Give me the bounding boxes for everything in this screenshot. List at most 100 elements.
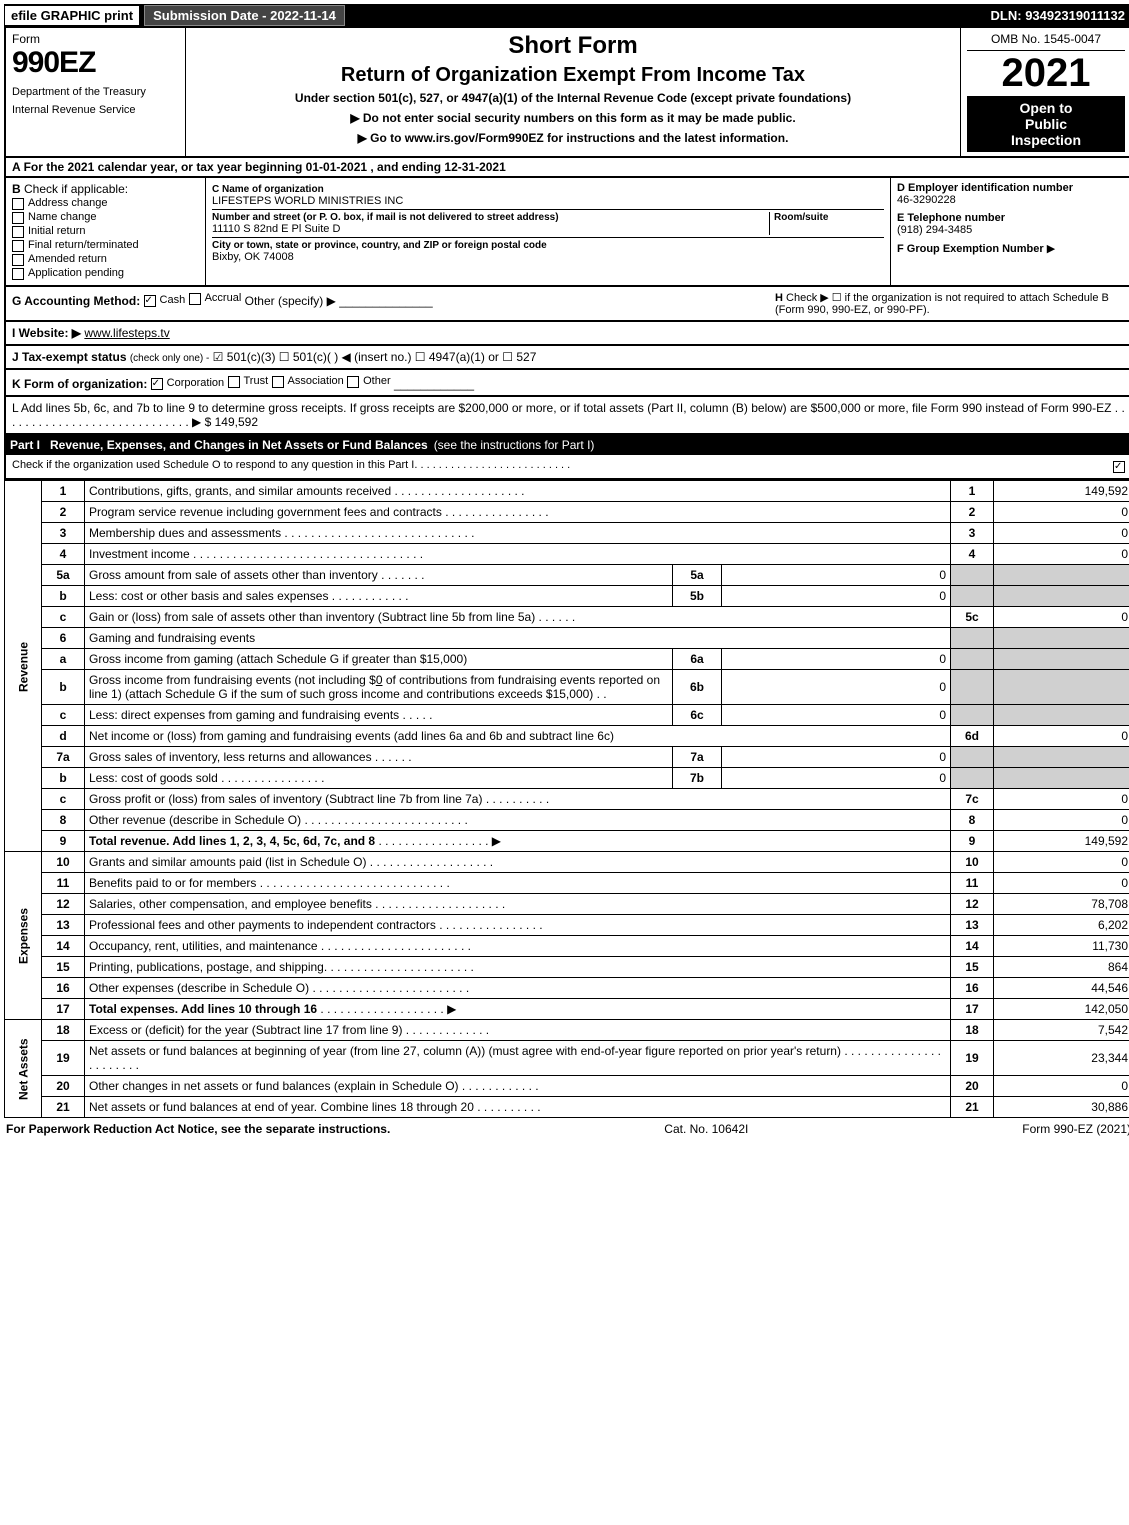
line-val: 0 xyxy=(994,544,1129,565)
revenue-label: Revenue xyxy=(5,481,42,852)
line-ref: 2 xyxy=(951,502,994,523)
c-name-label: C Name of organization xyxy=(212,184,884,195)
line-ref: 11 xyxy=(951,873,994,894)
part1-title: Revenue, Expenses, and Changes in Net As… xyxy=(50,438,428,452)
g-label: G Accounting Method: xyxy=(12,294,140,308)
line-ref: 6d xyxy=(951,726,994,747)
line-desc: Gross amount from sale of assets other t… xyxy=(89,568,378,582)
line-desc: Other changes in net assets or fund bala… xyxy=(89,1079,459,1093)
line-ref: 21 xyxy=(951,1097,994,1118)
line-ref: 14 xyxy=(951,936,994,957)
line-val: 0 xyxy=(994,789,1129,810)
line-val: 0 xyxy=(994,502,1129,523)
l-val: $ 149,592 xyxy=(205,415,258,429)
line-desc: Professional fees and other payments to … xyxy=(89,918,436,932)
row-g: G Accounting Method: Cash Accrual Other … xyxy=(4,287,1129,322)
line-desc: Contributions, gifts, grants, and simila… xyxy=(89,484,391,498)
g-other: Other (specify) ▶ xyxy=(245,294,336,308)
inner-val: 0 xyxy=(722,586,951,607)
cb-name-change[interactable]: Name change xyxy=(12,211,199,224)
line-val: 864 xyxy=(994,957,1129,978)
line-desc-pre: Gross income from fundraising events (no… xyxy=(89,673,376,687)
cb-final-return[interactable]: Final return/terminated xyxy=(12,239,199,252)
d-label: D Employer identification number xyxy=(897,182,1125,194)
line-desc: Excess or (deficit) for the year (Subtra… xyxy=(89,1023,402,1037)
cb-address-change[interactable]: Address change xyxy=(12,197,199,210)
efile-label[interactable]: efile GRAPHIC print xyxy=(4,5,140,26)
cb-application-pending[interactable]: Application pending xyxy=(12,267,199,280)
inner-val: 0 xyxy=(722,670,951,705)
inner-ref: 6b xyxy=(673,670,722,705)
cb-other-org[interactable]: Other xyxy=(347,375,391,388)
dept-irs: Internal Revenue Service xyxy=(12,104,179,116)
line-desc: Net assets or fund balances at end of ye… xyxy=(89,1100,474,1114)
form-number: 990EZ xyxy=(12,46,179,80)
inner-ref: 5a xyxy=(673,565,722,586)
inner-val: 0 xyxy=(722,705,951,726)
line-val: 0 xyxy=(994,873,1129,894)
line-val: 142,050 xyxy=(994,999,1129,1020)
line-ref: 20 xyxy=(951,1076,994,1097)
line-ref: 10 xyxy=(951,852,994,873)
inner-ref: 5b xyxy=(673,586,722,607)
subtitle: Under section 501(c), 527, or 4947(a)(1)… xyxy=(192,91,954,105)
line-ref: 5c xyxy=(951,607,994,628)
org-address: 11110 S 82nd E Pl Suite D xyxy=(212,223,769,235)
ein: 46-3290228 xyxy=(897,194,1125,206)
cb-schedule-o[interactable] xyxy=(1113,460,1125,473)
cb-trust[interactable]: Trust xyxy=(228,375,269,388)
submission-date: Submission Date - 2022-11-14 xyxy=(144,5,345,26)
line-val: 0 xyxy=(994,726,1129,747)
line-desc: Printing, publications, postage, and shi… xyxy=(89,960,327,974)
website[interactable]: www.lifesteps.tv xyxy=(84,326,169,340)
open-line1: Open to xyxy=(971,100,1121,116)
org-name: LIFESTEPS WORLD MINISTRIES INC xyxy=(212,195,884,207)
line-desc: Gain or (loss) from sale of assets other… xyxy=(89,610,535,624)
j-options: ☑ 501(c)(3) ☐ 501(c)( ) ◀ (insert no.) ☐… xyxy=(213,350,537,364)
row-i: I Website: ▶ www.lifesteps.tv xyxy=(4,322,1129,346)
header-left: Form 990EZ Department of the Treasury In… xyxy=(6,28,186,156)
line-desc: Net assets or fund balances at beginning… xyxy=(89,1044,841,1058)
footer: For Paperwork Reduction Act Notice, see … xyxy=(4,1118,1129,1140)
line-val: 6,202 xyxy=(994,915,1129,936)
line-desc: Net income or (loss) from gaming and fun… xyxy=(89,729,614,743)
section-c: C Name of organization LIFESTEPS WORLD M… xyxy=(206,178,891,285)
footer-right: Form 990-EZ (2021) xyxy=(1022,1122,1129,1136)
line-ref: 1 xyxy=(951,481,994,502)
part1-label: Part I xyxy=(10,438,40,452)
line-val: 0 xyxy=(994,852,1129,873)
top-bar: efile GRAPHIC print Submission Date - 20… xyxy=(4,4,1129,26)
line-desc: Total expenses. Add lines 10 through 16 xyxy=(89,1002,317,1016)
cb-accrual[interactable]: Accrual xyxy=(189,292,242,305)
footer-mid: Cat. No. 10642I xyxy=(664,1122,748,1136)
cb-amended-return[interactable]: Amended return xyxy=(12,253,199,266)
inner-ref: 7b xyxy=(673,768,722,789)
section-def: D Employer identification number 46-3290… xyxy=(891,178,1129,285)
line-desc: Less: cost or other basis and sales expe… xyxy=(89,589,328,603)
part1-table: Revenue 1 Contributions, gifts, grants, … xyxy=(4,480,1129,1118)
expenses-label: Expenses xyxy=(5,852,42,1020)
line-val: 149,592 xyxy=(994,481,1129,502)
line-ref: 9 xyxy=(951,831,994,852)
c-addr-label: Number and street (or P. O. box, if mail… xyxy=(212,212,769,223)
line-desc: Program service revenue including govern… xyxy=(89,505,442,519)
line-ref: 7c xyxy=(951,789,994,810)
cb-association[interactable]: Association xyxy=(272,375,344,388)
section-b: B Check if applicable: Address change Na… xyxy=(6,178,206,285)
part1-check-row: Check if the organization used Schedule … xyxy=(4,455,1129,480)
f-label: F Group Exemption Number xyxy=(897,243,1044,255)
row-l: L Add lines 5b, 6c, and 7b to line 9 to … xyxy=(4,397,1129,435)
cb-corporation[interactable]: Corporation xyxy=(151,377,224,390)
line-desc: Gaming and fundraising events xyxy=(89,631,255,645)
cb-cash[interactable]: Cash xyxy=(144,294,186,307)
line-val: 0 xyxy=(994,810,1129,831)
inner-ref: 7a xyxy=(673,747,722,768)
cb-initial-return[interactable]: Initial return xyxy=(12,225,199,238)
h-text: Check ▶ ☐ if the organization is not req… xyxy=(775,292,1109,316)
short-form-title: Short Form xyxy=(192,32,954,60)
line-desc: Less: direct expenses from gaming and fu… xyxy=(89,708,399,722)
header-right: OMB No. 1545-0047 2021 Open to Public In… xyxy=(961,28,1129,156)
section-bcdef: B Check if applicable: Address change Na… xyxy=(4,178,1129,287)
line-val: 0 xyxy=(994,1076,1129,1097)
line-amt: 0 xyxy=(376,673,383,687)
